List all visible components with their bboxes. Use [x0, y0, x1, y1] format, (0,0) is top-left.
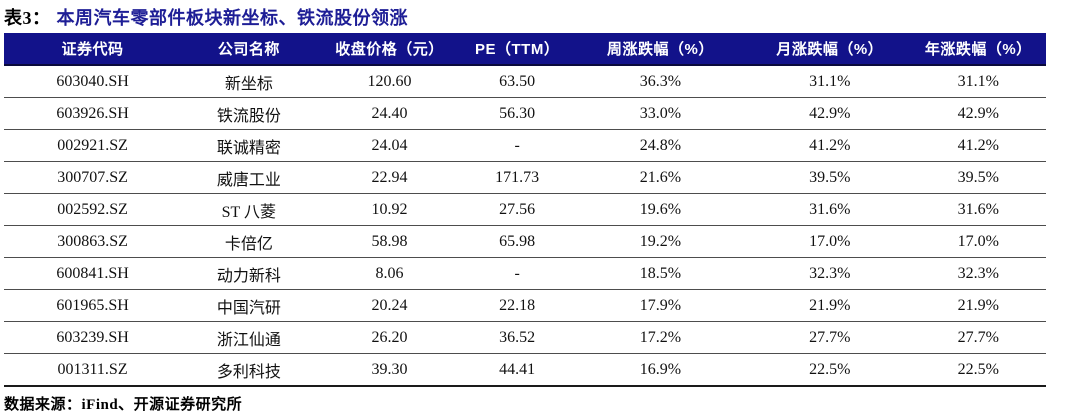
cell-company-name: 卡倍亿	[181, 225, 317, 258]
header-company-name: 公司名称	[181, 33, 317, 66]
table-header-row: 证券代码 公司名称 收盘价格（元） PE（TTM） 周涨跌幅（%） 月涨跌幅（%） 年涨跌幅…	[4, 33, 1046, 66]
table-row: 001311.SZ 多利科技 39.30 44.41 16.9% 22.5% 22.5%	[4, 353, 1046, 387]
cell-security-code: 600841.SH	[4, 257, 182, 290]
cell-security-code: 002921.SZ	[4, 129, 182, 162]
data-source: 数据来源：iFind、开源证券研究所	[4, 397, 243, 413]
cell-yearly-change: 17.0%	[910, 225, 1046, 258]
cell-monthly-change: 39.5%	[748, 161, 911, 194]
cell-yearly-change: 27.7%	[910, 321, 1046, 354]
cell-security-code: 601965.SH	[4, 289, 182, 322]
cell-closing-price: 24.40	[316, 97, 463, 130]
cell-closing-price: 120.60	[316, 65, 463, 98]
cell-company-name: 威唐工业	[181, 161, 317, 194]
cell-monthly-change: 41.2%	[748, 129, 911, 162]
cell-security-code: 603926.SH	[4, 97, 182, 130]
cell-yearly-change: 31.6%	[910, 193, 1046, 226]
cell-pe-ttm: 44.41	[462, 353, 572, 387]
cell-closing-price: 26.20	[316, 321, 463, 354]
cell-yearly-change: 22.5%	[910, 353, 1046, 387]
table-row: 603239.SH 浙江仙通 26.20 36.52 17.2% 27.7% 27.7%	[4, 321, 1046, 354]
cell-weekly-change: 21.6%	[571, 161, 749, 194]
header-monthly-change: 月涨跌幅（%）	[748, 33, 911, 66]
cell-security-code: 300863.SZ	[4, 225, 182, 258]
cell-monthly-change: 31.1%	[748, 65, 911, 98]
cell-pe-ttm: 36.52	[462, 321, 572, 354]
table-row: 002921.SZ 联诚精密 24.04-24.8% 41.2% 41.2%	[4, 129, 1046, 162]
cell-pe-ttm: 56.30	[462, 97, 572, 130]
table-number-label: 表3：	[4, 8, 51, 28]
table-row: 300863.SZ 卡倍亿 58.98 65.98 19.2% 17.0% 17.0%	[4, 225, 1046, 258]
cell-company-name: 联诚精密	[181, 129, 317, 162]
cell-pe-ttm: -	[462, 257, 572, 290]
table-title: 本周汽车零部件板块新坐标、铁流股份领涨	[56, 8, 408, 28]
cell-monthly-change: 27.7%	[748, 321, 911, 354]
cell-yearly-change: 31.1%	[910, 65, 1046, 98]
cell-yearly-change: 32.3%	[910, 257, 1046, 290]
cell-yearly-change: 42.9%	[910, 97, 1046, 130]
header-yearly-change: 年涨跌幅（%）	[910, 33, 1046, 66]
table-row: 600841.SH 动力新科 8.06-18.5% 32.3% 32.3%	[4, 257, 1046, 290]
header-security-code: 证券代码	[4, 33, 182, 66]
cell-closing-price: 22.94	[316, 161, 463, 194]
cell-company-name: ST 八菱	[181, 193, 317, 226]
cell-closing-price: 8.06	[316, 257, 463, 290]
table-row: 300707.SZ 威唐工业 22.94 171.73 21.6% 39.5% 39.5%	[4, 161, 1046, 194]
cell-pe-ttm: 65.98	[462, 225, 572, 258]
cell-security-code: 603239.SH	[4, 321, 182, 354]
cell-weekly-change: 36.3%	[571, 65, 749, 98]
cell-closing-price: 39.30	[316, 353, 463, 387]
cell-monthly-change: 22.5%	[748, 353, 911, 387]
cell-yearly-change: 41.2%	[910, 129, 1046, 162]
table-row: 002592.SZ ST 八菱 10.92 27.56 19.6% 31.6% 31.6%	[4, 193, 1046, 226]
cell-pe-ttm: 27.56	[462, 193, 572, 226]
cell-weekly-change: 16.9%	[571, 353, 749, 387]
cell-security-code: 300707.SZ	[4, 161, 182, 194]
cell-pe-ttm: 171.73	[462, 161, 572, 194]
cell-weekly-change: 19.2%	[571, 225, 749, 258]
header-closing-price: 收盘价格（元）	[316, 33, 463, 66]
cell-company-name: 中国汽研	[181, 289, 317, 322]
cell-security-code: 001311.SZ	[4, 353, 182, 387]
table-row: 603926.SH 铁流股份 24.40 56.30 33.0% 42.9% 42.9%	[4, 97, 1046, 130]
cell-monthly-change: 32.3%	[748, 257, 911, 290]
cell-pe-ttm: 22.18	[462, 289, 572, 322]
cell-monthly-change: 17.0%	[748, 225, 911, 258]
table-caption: 表3： 本周汽车零部件板块新坐标、铁流股份领涨	[4, 6, 1046, 33]
table-body: 603040.SH 新坐标 120.60 63.50 36.3% 31.1% 31.1% 60…	[4, 65, 1046, 387]
table-header: 证券代码 公司名称 收盘价格（元） PE（TTM） 周涨跌幅（%） 月涨跌幅（%） 年涨跌幅…	[4, 33, 1046, 66]
cell-company-name: 浙江仙通	[181, 321, 317, 354]
header-weekly-change: 周涨跌幅（%）	[571, 33, 749, 66]
cell-security-code: 603040.SH	[4, 65, 182, 98]
cell-pe-ttm: -	[462, 129, 572, 162]
cell-weekly-change: 24.8%	[571, 129, 749, 162]
cell-weekly-change: 17.2%	[571, 321, 749, 354]
cell-company-name: 新坐标	[181, 65, 317, 98]
cell-security-code: 002592.SZ	[4, 193, 182, 226]
cell-weekly-change: 33.0%	[571, 97, 749, 130]
cell-monthly-change: 31.6%	[748, 193, 911, 226]
cell-company-name: 动力新科	[181, 257, 317, 290]
cell-pe-ttm: 63.50	[462, 65, 572, 98]
cell-monthly-change: 21.9%	[748, 289, 911, 322]
cell-closing-price: 58.98	[316, 225, 463, 258]
cell-monthly-change: 42.9%	[748, 97, 911, 130]
cell-company-name: 铁流股份	[181, 97, 317, 130]
cell-closing-price: 10.92	[316, 193, 463, 226]
cell-yearly-change: 21.9%	[910, 289, 1046, 322]
cell-weekly-change: 18.5%	[571, 257, 749, 290]
header-pe-ttm: PE（TTM）	[462, 33, 572, 66]
cell-weekly-change: 17.9%	[571, 289, 749, 322]
cell-yearly-change: 39.5%	[910, 161, 1046, 194]
cell-weekly-change: 19.6%	[571, 193, 749, 226]
table-row: 601965.SH 中国汽研 20.24 22.18 17.9% 21.9% 21.9%	[4, 289, 1046, 322]
table-row: 603040.SH 新坐标 120.60 63.50 36.3% 31.1% 31.1%	[4, 65, 1046, 98]
stock-performance-table: 证券代码 公司名称 收盘价格（元） PE（TTM） 周涨跌幅（%） 月涨跌幅（%） 年涨跌幅…	[4, 33, 1046, 387]
cell-closing-price: 20.24	[316, 289, 463, 322]
cell-closing-price: 24.04	[316, 129, 463, 162]
cell-company-name: 多利科技	[181, 353, 317, 387]
